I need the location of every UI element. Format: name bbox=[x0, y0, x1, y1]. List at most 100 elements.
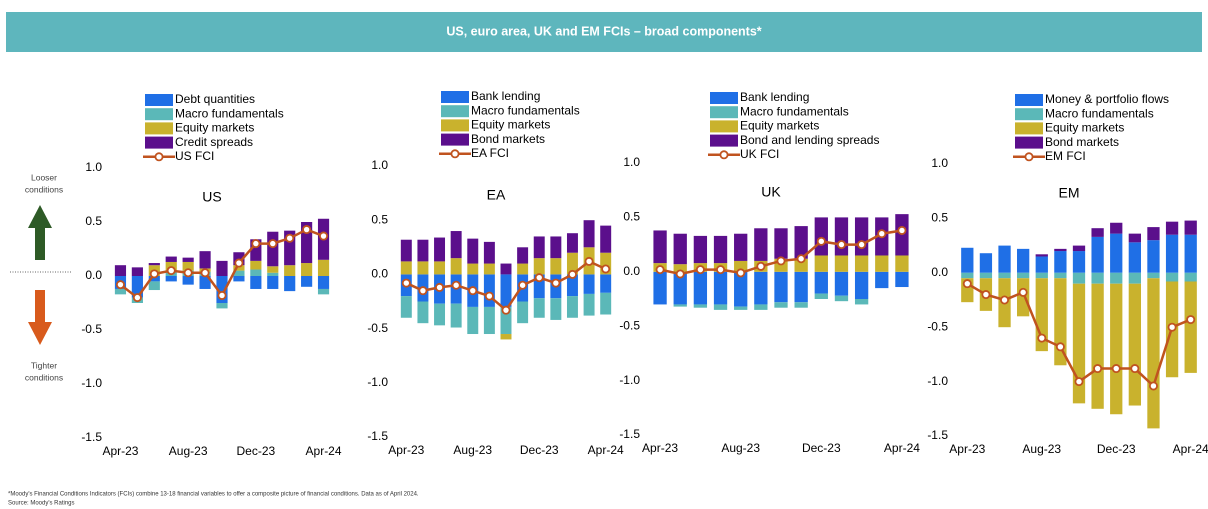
bar-segment bbox=[794, 226, 808, 259]
legend-label: Equity markets bbox=[740, 119, 819, 133]
bar-segment bbox=[754, 228, 768, 261]
bar-segment bbox=[961, 272, 974, 279]
fci-point bbox=[601, 264, 611, 274]
fci-point bbox=[217, 290, 227, 300]
x-tick-label: Dec-23 bbox=[802, 441, 841, 455]
fci-point bbox=[115, 280, 125, 290]
fci-point bbox=[268, 239, 278, 249]
fci-point bbox=[285, 233, 295, 243]
bar-segment bbox=[182, 257, 194, 262]
fci-point bbox=[1167, 322, 1177, 332]
bar-segment bbox=[250, 239, 262, 261]
bar-segment bbox=[834, 217, 849, 256]
bar-segment bbox=[533, 236, 545, 259]
fci-point bbox=[736, 268, 746, 278]
x-tick-label: Aug-23 bbox=[453, 443, 492, 457]
bar-segment bbox=[250, 276, 262, 289]
bar-segment bbox=[566, 274, 578, 297]
bar-segment bbox=[566, 252, 578, 275]
bar-segment bbox=[114, 265, 127, 276]
bar-segment bbox=[1054, 251, 1067, 273]
x-tick-label: Apr-23 bbox=[642, 441, 678, 455]
legend-label: Bond markets bbox=[1045, 135, 1119, 149]
y-tick-label: 1.0 bbox=[371, 158, 388, 172]
fci-point bbox=[319, 231, 329, 241]
fci-point bbox=[1186, 315, 1196, 325]
legend-swatch bbox=[145, 94, 173, 106]
bar-segment bbox=[1054, 272, 1067, 279]
fci-point bbox=[1018, 287, 1028, 297]
fci-point bbox=[200, 268, 210, 278]
bar-segment bbox=[1110, 222, 1123, 234]
bar-segment bbox=[1165, 272, 1179, 282]
bar-segment bbox=[267, 276, 279, 289]
panel-title: EA bbox=[487, 187, 506, 203]
fci-point bbox=[551, 278, 561, 288]
bar-segment bbox=[1054, 248, 1067, 252]
bar-segment bbox=[550, 258, 562, 275]
fci-point bbox=[468, 286, 478, 296]
fci-point bbox=[149, 269, 159, 279]
legend-swatch bbox=[1015, 122, 1043, 135]
legend-label: UK FCI bbox=[740, 147, 779, 161]
bar-segment bbox=[131, 267, 143, 276]
bar-segment bbox=[998, 245, 1011, 273]
fci-point bbox=[716, 265, 726, 275]
bar-segment bbox=[1072, 251, 1086, 273]
panel-title: EM bbox=[1059, 185, 1080, 201]
bar-segment bbox=[483, 306, 495, 335]
bar-segment bbox=[979, 253, 993, 273]
bar-segment bbox=[1072, 272, 1086, 284]
bar-segment bbox=[450, 231, 462, 259]
bar-segment bbox=[267, 272, 279, 276]
bar-segment bbox=[550, 298, 562, 320]
y-tick-label: -1.5 bbox=[619, 427, 640, 441]
bar-segment bbox=[734, 233, 748, 261]
bar-segment bbox=[834, 271, 849, 296]
bar-segment bbox=[467, 238, 479, 264]
bar-segment bbox=[467, 263, 479, 275]
bar-segment bbox=[1147, 240, 1160, 273]
fci-point bbox=[251, 239, 261, 249]
y-tick-label: 0.5 bbox=[931, 211, 948, 225]
legend-swatch bbox=[441, 105, 469, 118]
panel-title: US bbox=[202, 189, 221, 205]
x-tick-label: Dec-23 bbox=[1097, 442, 1136, 456]
legend-label: Equity markets bbox=[471, 118, 550, 132]
fci-point bbox=[1093, 364, 1103, 374]
bar-segment bbox=[814, 217, 828, 256]
y-tick-label: -1.5 bbox=[927, 428, 948, 442]
fci-point bbox=[877, 229, 887, 239]
bar-segment bbox=[500, 263, 512, 275]
fci-point bbox=[451, 280, 461, 290]
legend-label: Bond and lending spreads bbox=[740, 133, 879, 147]
fci-point bbox=[534, 273, 544, 283]
bar-segment bbox=[148, 263, 160, 266]
bar-segment bbox=[875, 255, 889, 272]
looser-label: Looser bbox=[31, 172, 57, 182]
y-tick-label: -1.0 bbox=[927, 374, 948, 388]
bar-segment bbox=[1017, 248, 1030, 273]
bar-segment bbox=[216, 276, 228, 303]
bar-segment bbox=[566, 296, 578, 318]
legend-swatch bbox=[710, 106, 738, 119]
y-tick-label: -0.5 bbox=[619, 318, 640, 332]
bar-segment bbox=[131, 276, 143, 298]
bar-segment bbox=[734, 271, 748, 307]
legend-swatch bbox=[441, 119, 469, 132]
bar-segment bbox=[284, 265, 296, 276]
fci-point bbox=[796, 254, 806, 264]
legend-label: Bond markets bbox=[471, 132, 545, 146]
legend-label: EA FCI bbox=[471, 146, 509, 160]
bar-segment bbox=[854, 217, 869, 256]
bar-segment bbox=[517, 263, 529, 275]
down-arrow bbox=[28, 290, 52, 345]
bar-segment bbox=[450, 258, 462, 275]
bar-segment bbox=[165, 256, 177, 262]
bar-segment bbox=[500, 274, 512, 307]
legend-swatch bbox=[1015, 94, 1043, 106]
legend-swatch bbox=[145, 122, 173, 135]
y-tick-label: 1.0 bbox=[85, 160, 102, 174]
bar-segment bbox=[434, 261, 446, 275]
bar-segment bbox=[216, 303, 228, 309]
